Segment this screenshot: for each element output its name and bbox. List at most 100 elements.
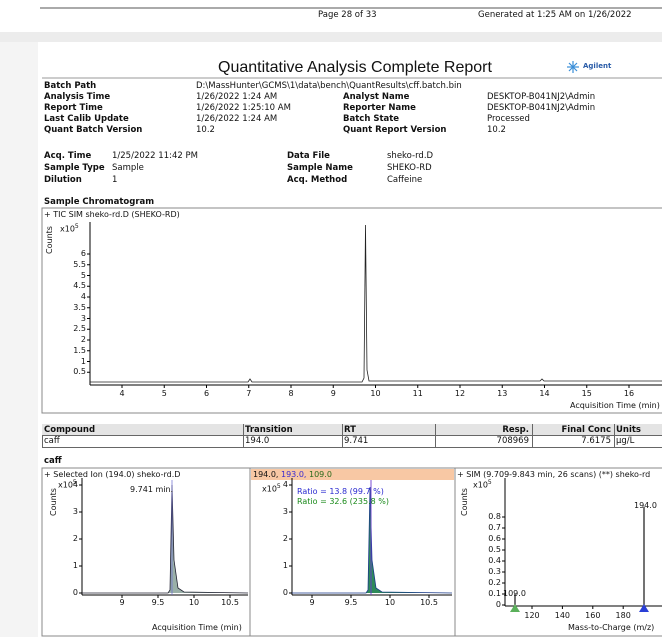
generated-time: Generated at 1:25 AM on 1/26/2022 [478,10,632,20]
table-divider [614,424,615,448]
x-tick-label: 7 [246,389,252,398]
x-tick-label: 8 [288,389,294,398]
x-axis-label: Acquisition Time (min) [570,401,660,410]
field-value: 1/26/2022 1:24 AM [196,114,278,124]
table-header-bg [42,424,662,436]
x-tick-label: 9 [330,389,336,398]
field-label: Batch State [343,114,400,124]
section-heading: Sample Chromatogram [44,197,155,207]
peak-label: 9.741 min. [130,485,174,494]
y-tick-label: 2.5 [73,324,86,334]
page-number: Page 28 of 33 [318,10,377,20]
ion-label: 194.0 [634,501,657,510]
report-title: Quantitative Analysis Complete Report [218,59,492,76]
x-tick-label: 14 [539,389,550,398]
y-tick-label: 0.6 [488,534,501,543]
y-tick-label: 0.4 [488,556,501,565]
y-scale-exponent: 5 [74,223,79,230]
page-gap [0,32,662,42]
y-tick-label: 5 [80,270,86,280]
field-label: Acq. Method [287,175,348,185]
field-value: SHEKO-RD [387,163,432,173]
x-tick-label: 10.5 [221,598,239,607]
y-tick-label: 0 [72,588,78,597]
y-tick-label: 5.5 [73,259,86,269]
panel-title: + SIM (9.709-9.843 min, 26 scans) (**) s… [457,470,651,479]
x-tick-label: 140 [554,611,571,620]
x-tick-label: 10.5 [420,598,438,607]
y-tick-label: 1 [282,561,288,570]
y-tick-label: 0.2 [488,578,501,587]
field-label: Quant Report Version [343,125,447,135]
y-tick-label: 3 [282,507,288,516]
table-cell: 194.0 [245,436,270,446]
y-scale-exponent: 5 [276,483,281,490]
x-tick-label: 180 [615,611,631,620]
table-cell: µg/L [616,436,635,446]
column-header: Transition [245,425,293,435]
y-tick-label: 2 [282,534,288,543]
ion-label: 109.0 [503,589,526,598]
y-scale: x105 [58,479,77,490]
field-value: Processed [487,114,530,124]
x-tick-label: 6 [203,389,210,398]
table-divider [342,424,343,448]
y-scale-exponent: 5 [72,479,77,486]
y-tick-label: 0.5 [73,367,86,377]
field-label: Sample Type [44,163,105,173]
y-tick-label: 3 [80,313,86,323]
field-label: Analyst Name [343,92,410,102]
column-header: RT [344,425,356,435]
field-label: Data File [287,151,330,161]
y-tick-label: 0 [495,600,501,609]
agilent-logo [567,61,579,73]
y-scale: x105 [473,479,492,490]
y-tick-label: 4 [282,480,288,489]
table-cell: 9.741 [344,436,369,446]
panel-title: + Selected Ion (194.0) sheko-rd.D [44,470,181,479]
table-divider [435,424,436,448]
x-tick-label: 12 [454,389,466,398]
ion-label: 194.0, [253,470,279,479]
qualifier-triangle [510,604,520,612]
y-tick-label: 6 [80,249,86,258]
y-axis-label: Counts [44,226,54,254]
field-label: Quant Batch Version [44,125,143,135]
column-header: Compound [44,425,96,435]
field-value: Sample [112,163,144,173]
x-tick-label: 15 [581,389,592,398]
y-axis-label: Counts [459,488,469,516]
qualifier-ratio: Ratio = 32.6 (235.8 %) [297,497,389,506]
y-tick-label: 1 [72,561,78,570]
y-tick-label: 0 [282,588,288,597]
qualifier-ratio: Ratio = 13.8 (99.7 %) [297,487,384,496]
x-tick-label: 9 [309,598,315,607]
trace-label: + TIC SIM sheko-rd.D (SHEKO-RD) [44,210,180,219]
x-tick-label: 9.5 [344,598,358,607]
table-divider [532,424,533,448]
x-tick-label: 9 [119,598,125,607]
x-tick-label: 10 [384,598,396,607]
panel-frame [454,467,662,637]
table-cell: 7.6175 [581,436,611,446]
target-triangle [639,604,649,612]
y-tick-label: 0.8 [488,512,501,521]
field-value: 10.2 [487,125,506,135]
ion-label: 109.0 [309,470,332,479]
table-cell: 708969 [496,436,529,446]
table-cell: caff [44,436,60,446]
y-tick-label: 4 [72,480,78,489]
ion-peak [82,484,249,594]
field-label: Analysis Time [44,92,111,102]
field-label: Acq. Time [44,151,92,161]
chromatogram-frame [41,207,662,414]
y-tick-label: 1 [80,356,86,366]
column-header: Final Conc [561,425,611,435]
field-value: DESKTOP-B041NJ2\Admin [487,92,596,102]
y-scale: x105 [60,223,79,234]
field-value: Caffeine [387,175,423,185]
x-tick-label: 5 [161,389,167,398]
x-tick-label: 10 [370,389,381,398]
x-tick-label: 11 [412,389,423,398]
